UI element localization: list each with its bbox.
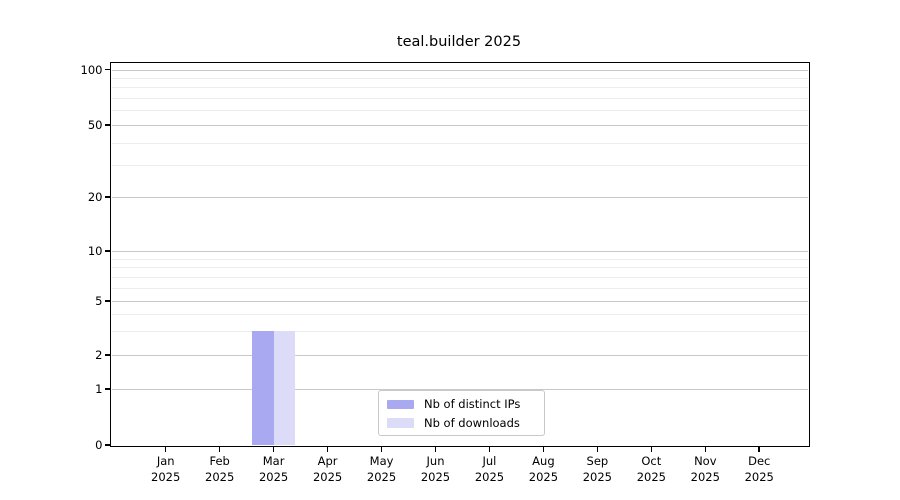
x-tick-label-month: Jan	[156, 453, 175, 468]
x-tick-mark	[650, 447, 653, 452]
y-tick-mark	[104, 444, 111, 446]
legend-entry-label: Nb of downloads	[424, 415, 520, 430]
x-tick-label-year: 2025	[151, 470, 181, 484]
y-tick-mark	[104, 250, 111, 252]
y-tick-mark	[104, 388, 111, 390]
x-tick-mark	[758, 447, 761, 452]
x-tick-mark	[326, 447, 329, 452]
gridline-minor	[111, 331, 808, 333]
legend-swatch-icon	[387, 418, 414, 428]
x-tick-mark	[380, 447, 383, 452]
y-tick-label: 100	[80, 62, 103, 77]
x-tick-label-month: Apr	[317, 453, 338, 468]
gridline-minor	[111, 258, 808, 260]
y-tick-label: 50	[87, 118, 103, 132]
legend-entry: Nb of downloads	[379, 414, 544, 433]
legend: Nb of distinct IPs Nb of downloads	[378, 389, 545, 436]
x-tick-label-month: Dec	[748, 453, 771, 468]
gridline-minor	[111, 77, 808, 79]
x-tick-label-year: 2025	[366, 470, 397, 484]
gridline-minor	[111, 267, 808, 269]
y-tick-label: 0	[95, 438, 103, 453]
gridline-minor	[111, 98, 808, 100]
gridline-major	[111, 355, 808, 356]
x-tick-mark	[218, 447, 221, 452]
y-tick-label: 10	[87, 244, 103, 258]
x-tick-label-year: 2025	[744, 470, 774, 484]
bar-nb-of-downloads	[273, 331, 296, 446]
x-tick-mark	[272, 447, 275, 452]
gridline-major	[111, 301, 808, 302]
gridline-major	[111, 69, 808, 71]
chart-title: teal.builder 2025	[396, 34, 522, 50]
x-tick-label-month: Jul	[482, 453, 497, 468]
x-tick-label-month: Sep	[586, 453, 609, 468]
x-tick-mark	[704, 447, 707, 452]
x-tick-label-month: Jun	[426, 453, 445, 468]
x-tick-label-year: 2025	[420, 470, 451, 484]
gridline-minor	[111, 110, 808, 112]
y-tick-mark	[104, 124, 111, 126]
x-tick-mark	[164, 447, 167, 452]
gridline-major	[111, 197, 808, 198]
x-tick-label-month: Aug	[532, 453, 555, 468]
x-tick-mark	[542, 447, 545, 452]
y-tick-label: 2	[95, 348, 103, 362]
x-tick-mark	[596, 447, 599, 452]
gridline-minor	[111, 287, 808, 289]
gridline-minor	[111, 276, 808, 278]
x-tick-label-year: 2025	[528, 470, 559, 484]
y-tick-mark	[104, 196, 111, 198]
x-tick-label-month: Mar	[262, 453, 285, 468]
y-tick-label: 20	[87, 190, 103, 204]
x-tick-label-month: Nov	[694, 453, 717, 468]
x-tick-label-year: 2025	[474, 470, 505, 484]
legend-entry-label: Nb of distinct IPs	[424, 397, 521, 412]
bar-nb-of-distinct-ips	[252, 331, 274, 446]
x-tick-label-year: 2025	[205, 470, 235, 484]
x-tick-label-month: Feb	[209, 453, 230, 468]
gridline-major	[111, 125, 808, 126]
legend-entry: Nb of distinct IPs	[379, 395, 544, 414]
x-tick-label-year: 2025	[636, 470, 666, 484]
y-tick-mark	[104, 300, 111, 302]
x-tick-mark	[434, 447, 437, 452]
plot-border	[109, 61, 810, 447]
y-tick-mark	[104, 68, 111, 71]
x-tick-label-year: 2025	[258, 470, 289, 484]
gridline-minor	[111, 314, 808, 316]
x-tick-label-month: Oct	[641, 453, 662, 468]
legend-swatch-icon	[387, 399, 414, 409]
x-tick-label-month: May	[369, 453, 394, 468]
y-tick-mark	[104, 354, 111, 356]
x-tick-label-year: 2025	[690, 470, 720, 484]
gridline-minor	[111, 87, 808, 89]
x-tick-label-year: 2025	[582, 470, 613, 484]
y-tick-label: 5	[95, 294, 103, 308]
gridline-minor	[111, 142, 808, 144]
x-tick-mark	[488, 447, 491, 452]
y-tick-label: 1	[95, 382, 103, 396]
gridline-minor	[111, 165, 808, 167]
gridline-major	[111, 251, 808, 252]
x-tick-label-year: 2025	[312, 470, 343, 484]
